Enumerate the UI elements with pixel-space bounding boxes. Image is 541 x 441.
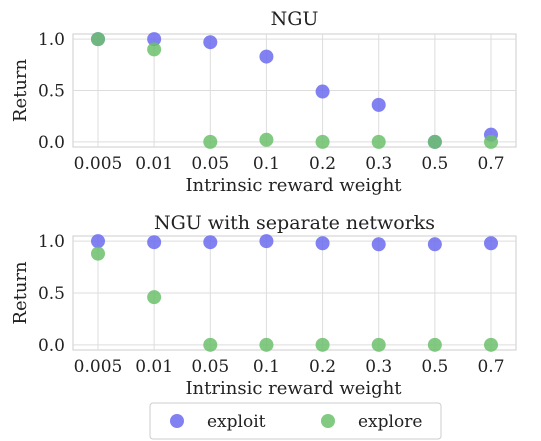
data-point-explore — [371, 134, 386, 149]
data-point-exploit — [427, 237, 442, 252]
legend-marker-exploit — [170, 414, 184, 428]
data-point-exploit — [371, 237, 386, 252]
x-tick-label: 0.005 — [74, 357, 123, 377]
data-point-explore — [484, 134, 498, 149]
x-tick-label: 0.5 — [421, 357, 448, 377]
data-point-exploit — [315, 236, 330, 251]
y-axis-label: Return — [10, 261, 31, 325]
data-point-exploit — [371, 97, 386, 112]
y-tick-label: 1.0 — [38, 30, 65, 50]
data-point-explore — [427, 337, 442, 352]
legend-label-explore: explore — [358, 412, 422, 432]
legend-box — [149, 402, 442, 440]
x-tick-label: 0.05 — [191, 154, 229, 174]
data-point-exploit — [259, 49, 274, 64]
x-tick-label: 0.1 — [253, 357, 280, 377]
y-tick-label: 0.0 — [38, 336, 65, 356]
y-tick-label: 1.0 — [38, 232, 65, 252]
x-tick-label: 0.2 — [309, 154, 336, 174]
x-tick-label: 0.1 — [253, 154, 280, 174]
data-point-explore — [259, 337, 274, 352]
y-tick-label: 0.5 — [38, 82, 65, 102]
data-point-explore — [91, 246, 105, 261]
x-tick-label: 0.01 — [135, 357, 173, 377]
data-point-explore — [427, 134, 442, 149]
chart-title: NGU — [271, 8, 319, 30]
legend-label-exploit: exploit — [207, 412, 266, 432]
data-point-exploit — [203, 235, 218, 250]
data-point-exploit — [147, 32, 162, 47]
data-point-exploit — [147, 235, 162, 250]
x-axis-label: Intrinsic reward weight — [185, 378, 402, 399]
data-point-explore — [147, 42, 162, 57]
legend-marker-explore — [321, 414, 335, 428]
x-tick-label: 0.3 — [365, 154, 392, 174]
data-point-explore — [91, 32, 105, 47]
x-tick-label: 0.05 — [191, 357, 229, 377]
chart-panel-ngu-separate-networks: 0.0 0.5 1.0 0.005 0.01 0.05 0.1 0.2 0.3 0.5 0.7 NGU… — [10, 212, 517, 399]
data-point-explore — [203, 134, 218, 149]
data-point-exploit — [315, 84, 330, 99]
y-tick-label: 0.5 — [38, 284, 65, 304]
x-tick-label: 0.7 — [477, 154, 504, 174]
data-point-explore — [203, 337, 218, 352]
data-point-exploit — [259, 234, 274, 249]
legend: exploit explore — [149, 402, 442, 440]
data-point-explore — [371, 337, 386, 352]
data-point-explore — [259, 132, 274, 147]
chart-title: NGU with separate networks — [154, 212, 435, 234]
data-point-explore — [147, 290, 162, 305]
x-tick-label: 0.01 — [135, 154, 173, 174]
data-point-explore — [484, 337, 498, 352]
x-tick-label: 0.3 — [365, 357, 392, 377]
data-point-exploit — [203, 35, 218, 50]
data-point-explore — [315, 337, 330, 352]
x-tick-label: 0.7 — [477, 357, 504, 377]
y-tick-label: 0.0 — [38, 133, 65, 153]
x-tick-label: 0.2 — [309, 357, 336, 377]
x-tick-label: 0.5 — [421, 154, 448, 174]
data-point-explore — [315, 134, 330, 149]
x-axis-label: Intrinsic reward weight — [185, 175, 402, 196]
x-tick-label: 0.005 — [74, 154, 123, 174]
data-point-exploit — [91, 234, 105, 249]
chart-panel-ngu: 0.0 0.5 1.0 0.005 0.01 0.05 0.1 0.2 0.3 0.5 0.7 NGU… — [10, 8, 517, 196]
y-axis-label: Return — [10, 58, 31, 122]
data-point-exploit — [484, 236, 498, 251]
